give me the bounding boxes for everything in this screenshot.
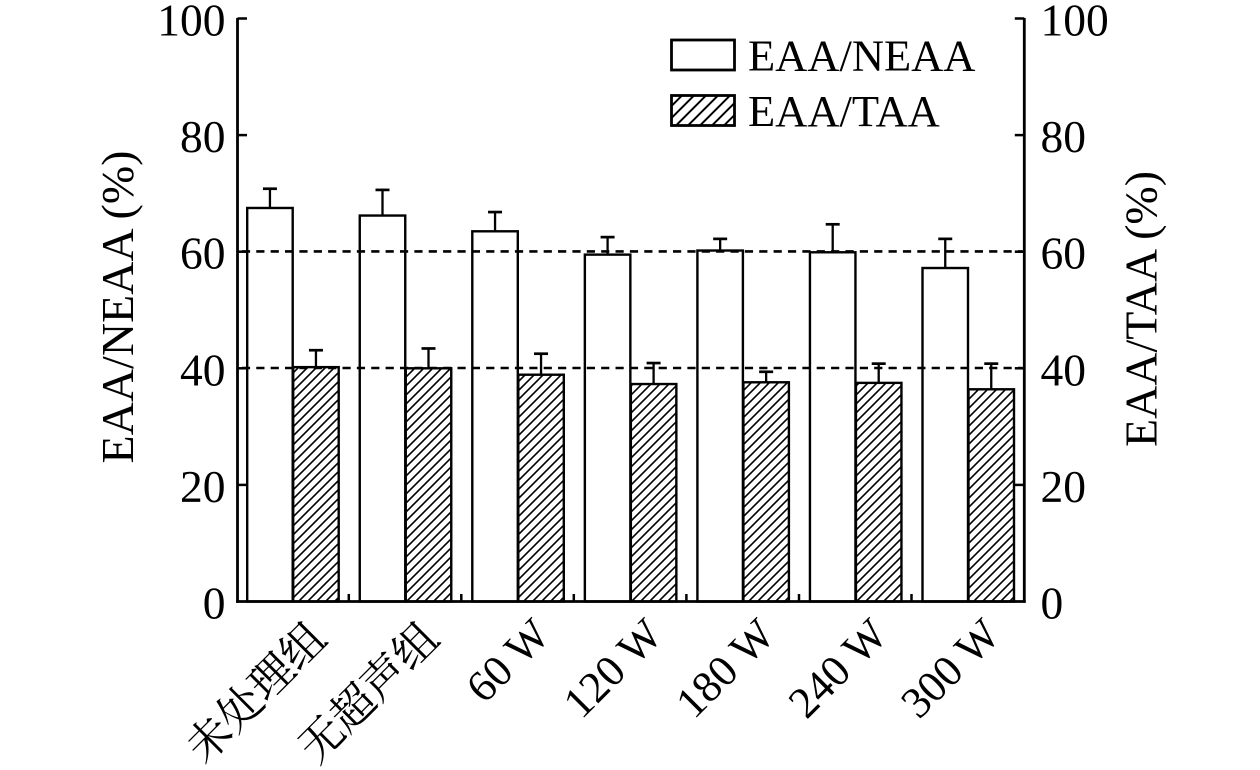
svg-text:20: 20: [180, 461, 226, 512]
svg-text:80: 80: [180, 111, 226, 162]
svg-text:60: 60: [180, 228, 226, 279]
svg-text:100: 100: [1041, 0, 1109, 46]
svg-text:EAA/NEAA (%): EAA/NEAA (%): [92, 151, 143, 464]
svg-text:EAA/TAA (%): EAA/TAA (%): [1116, 171, 1167, 447]
svg-text:20: 20: [1041, 461, 1087, 512]
svg-text:40: 40: [180, 344, 226, 395]
svg-text:0: 0: [203, 578, 226, 629]
svg-text:100: 100: [157, 0, 225, 46]
svg-text:EAA/NEAA: EAA/NEAA: [748, 31, 975, 81]
svg-text:40: 40: [1041, 344, 1087, 395]
svg-text:0: 0: [1041, 578, 1064, 629]
svg-text:60: 60: [1041, 228, 1087, 279]
svg-text:80: 80: [1041, 111, 1087, 162]
svg-text:EAA/TAA: EAA/TAA: [748, 86, 940, 136]
